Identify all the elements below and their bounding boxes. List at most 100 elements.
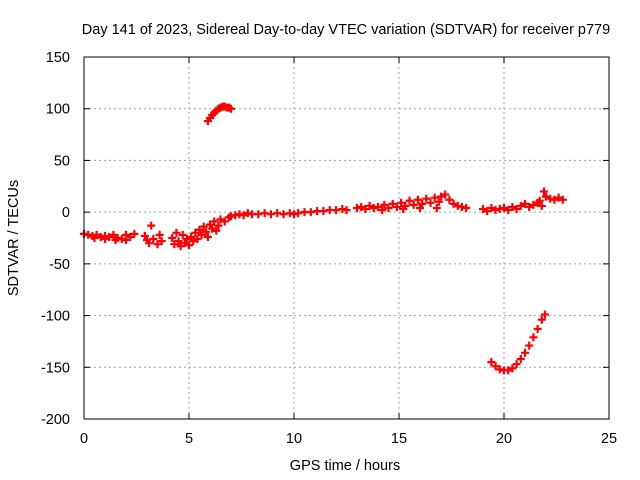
- data-point: [216, 215, 225, 224]
- data-point: [189, 237, 198, 246]
- data-point: [540, 310, 549, 319]
- data-point: [449, 199, 458, 208]
- x-tick-label: 5: [185, 431, 193, 447]
- y-tick-label: -50: [49, 257, 70, 273]
- data-point: [170, 240, 179, 249]
- data-point: [220, 217, 229, 226]
- data-point: [140, 231, 149, 240]
- data-point: [397, 198, 406, 207]
- y-tick-label: -100: [41, 309, 70, 325]
- data-point: [199, 222, 208, 231]
- data-points: [80, 102, 567, 375]
- data-point: [101, 235, 109, 244]
- data-point: [550, 195, 559, 204]
- data-point: [378, 206, 387, 215]
- data-point: [508, 364, 517, 373]
- data-point: [342, 206, 351, 215]
- y-tick-label: 50: [54, 153, 70, 169]
- data-point: [487, 358, 496, 367]
- data-point: [479, 205, 487, 214]
- data-point: [174, 237, 183, 246]
- data-point: [405, 196, 414, 205]
- data-point: [516, 355, 525, 364]
- data-point: [392, 202, 401, 211]
- data-point: [504, 366, 513, 375]
- y-tick-label: -200: [41, 412, 70, 428]
- data-point: [206, 220, 214, 229]
- data-point: [195, 225, 204, 234]
- data-point: [491, 362, 500, 371]
- data-point: [187, 232, 196, 241]
- data-point: [516, 201, 525, 210]
- data-point: [521, 199, 529, 208]
- data-point: [529, 333, 538, 342]
- data-point: [422, 194, 431, 203]
- x-tick-label: 10: [286, 431, 302, 447]
- data-point: [176, 242, 185, 251]
- x-axis-ticks: 0 5 10 15 20 25: [80, 57, 617, 447]
- data-point: [529, 200, 538, 209]
- data-point: [533, 325, 542, 334]
- y-axis-ticks: -200 -150 -100 -50 0 50 100 150: [41, 50, 609, 428]
- data-point: [434, 197, 443, 206]
- data-point: [212, 226, 221, 235]
- data-point: [147, 221, 156, 230]
- data-point: [180, 239, 189, 248]
- data-point: [418, 199, 427, 208]
- data-point: [365, 201, 374, 210]
- data-point: [201, 227, 210, 236]
- data-point: [521, 348, 529, 357]
- data-point: [145, 239, 154, 248]
- data-point: [374, 202, 382, 211]
- data-point: [122, 230, 130, 239]
- data-point: [172, 228, 181, 237]
- data-point: [185, 241, 193, 250]
- data-point: [197, 230, 206, 239]
- data-point: [504, 206, 513, 215]
- data-point: [214, 221, 223, 230]
- data-point: [130, 229, 139, 238]
- data-point: [105, 232, 114, 241]
- data-point: [182, 235, 191, 244]
- data-point: [149, 235, 158, 244]
- data-point: [483, 207, 492, 216]
- data-point: [508, 202, 517, 211]
- data-point: [384, 204, 393, 213]
- data-point: [388, 199, 397, 208]
- data-point: [441, 190, 450, 199]
- x-tick-label: 25: [601, 431, 617, 447]
- data-point: [361, 205, 370, 214]
- data-point: [416, 204, 424, 213]
- data-point: [210, 217, 219, 226]
- x-tick-label: 15: [391, 431, 407, 447]
- data-point: [542, 192, 550, 201]
- data-point: [512, 205, 521, 214]
- data-point: [525, 341, 534, 350]
- data-point: [539, 187, 548, 196]
- data-point: [155, 230, 164, 239]
- y-tick-label: 150: [46, 50, 70, 66]
- data-point: [178, 230, 187, 239]
- data-point: [168, 234, 177, 242]
- data-point: [432, 204, 441, 213]
- data-point: [537, 315, 546, 324]
- data-point: [227, 104, 235, 113]
- data-point: [109, 230, 118, 239]
- data-point: [90, 234, 99, 242]
- data-point: [413, 195, 422, 204]
- x-axis-label: GPS time / hours: [290, 458, 400, 474]
- y-tick-label: 0: [62, 205, 70, 221]
- data-point: [437, 192, 445, 201]
- data-point: [126, 232, 135, 241]
- data-point: [445, 195, 454, 204]
- data-point: [487, 204, 496, 213]
- x-tick-label: 20: [496, 431, 512, 447]
- data-point: [111, 236, 120, 245]
- data-point: [380, 200, 389, 209]
- data-point: [208, 224, 217, 233]
- data-point: [239, 211, 248, 220]
- data-point: [426, 198, 435, 207]
- x-tick-label: 0: [80, 431, 88, 447]
- plot-frame: [83, 56, 610, 420]
